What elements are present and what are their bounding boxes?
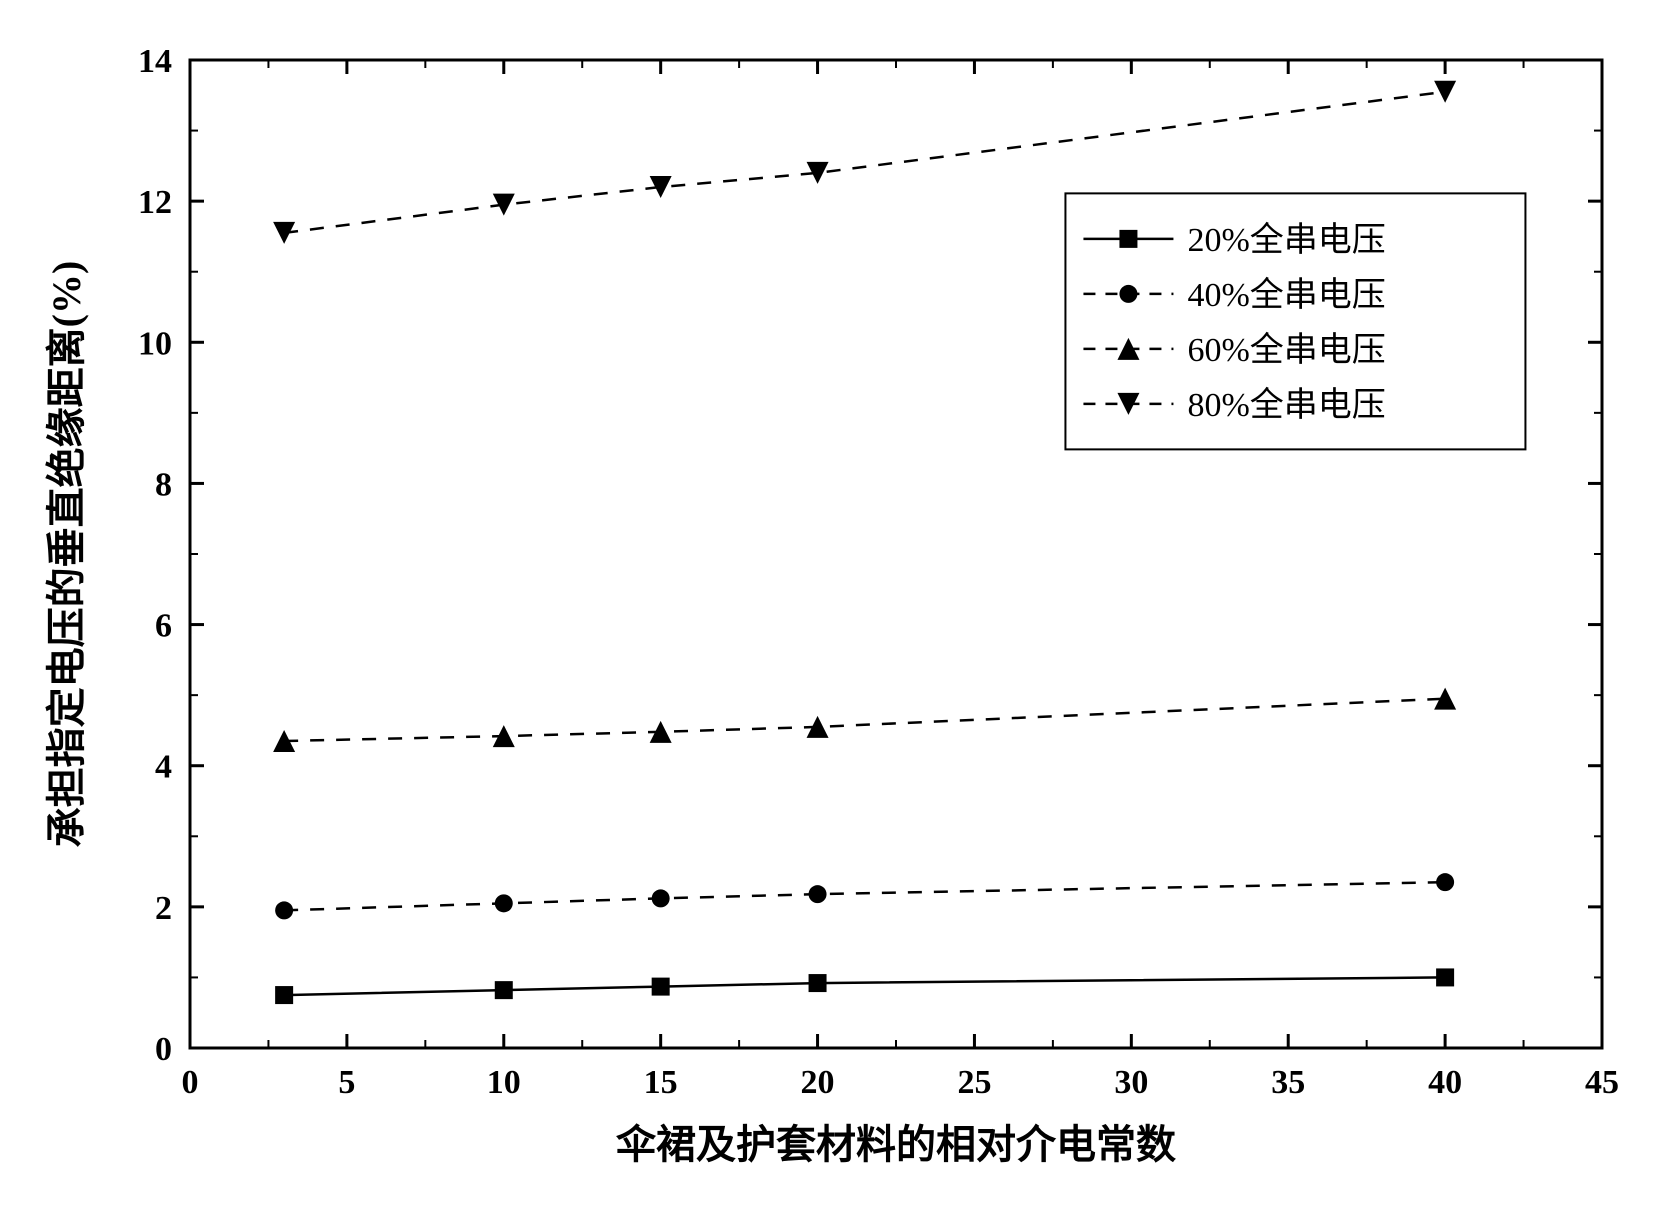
legend-label: 60%全串电压 [1187,331,1385,369]
y-tick-label: 14 [138,43,172,80]
x-tick-label: 15 [644,1064,678,1101]
x-tick-label: 25 [957,1064,991,1101]
chart-container: 0 5 10 15 20 25 30 35 40 45 0 2 4 6 8 10 12 14 伞裙及护套材料的相对介… [20,20,1652,1198]
x-tick-label: 30 [1114,1064,1148,1101]
x-tick-label: 20 [801,1064,835,1101]
xaxis-label: 伞裙及护套材料的相对介电常数 [616,1122,1176,1167]
yaxis-label: 承担指定电压的垂直绝缘距离(%) [44,261,89,848]
x-tick-label: 5 [338,1064,355,1101]
x-tick-label: 45 [1585,1064,1619,1101]
y-tick-label: 4 [155,749,172,786]
y-tick-label: 2 [155,890,172,927]
y-tick-label: 8 [155,466,172,503]
y-tick-label: 0 [155,1031,172,1068]
x-tick-label: 40 [1428,1064,1462,1101]
x-tick-label: 10 [487,1064,521,1101]
y-tick-label: 6 [155,608,172,645]
y-tick-label: 12 [138,184,172,221]
x-tick-label: 0 [182,1064,199,1101]
legend-label: 80%全串电压 [1187,386,1385,424]
legend-label: 20%全串电压 [1187,221,1385,259]
legend-label: 40%全串电压 [1187,276,1385,314]
chart-svg: 0 5 10 15 20 25 30 35 40 45 0 2 4 6 8 10 12 14 伞裙及护套材料的相对介… [20,20,1672,1198]
y-tick-label: 10 [138,325,172,362]
x-tick-label: 35 [1271,1064,1305,1101]
